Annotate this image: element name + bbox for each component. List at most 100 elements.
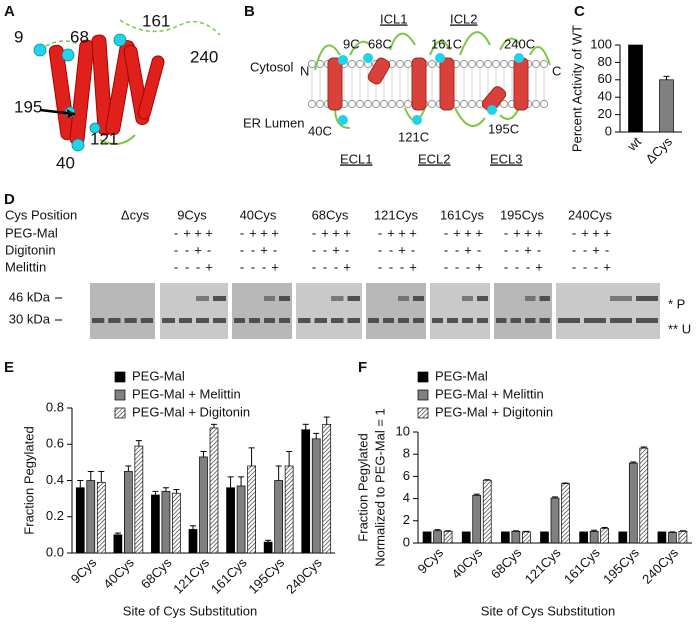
loop-label: ICL1 — [380, 11, 407, 26]
gel-band — [213, 296, 226, 301]
lipid-head — [371, 99, 381, 109]
gel-band — [196, 296, 209, 301]
gel-lane — [494, 283, 552, 339]
lipid-head — [467, 59, 477, 69]
gel-band — [234, 318, 245, 323]
lipid-head — [355, 59, 365, 69]
sign: - — [378, 242, 382, 257]
gel-lane — [430, 283, 490, 339]
lipid-head — [363, 99, 373, 109]
sign: + — [603, 259, 611, 274]
lipid-head — [459, 99, 469, 109]
sign: + — [205, 259, 213, 274]
gel-band — [636, 296, 658, 301]
bar — [263, 541, 273, 554]
sign: + — [535, 225, 543, 240]
sign: + — [321, 225, 329, 240]
x-tick-label: 9Cys — [68, 555, 100, 587]
sign: - — [262, 259, 266, 274]
bar — [472, 494, 482, 544]
bar — [443, 530, 453, 544]
bar — [284, 465, 294, 554]
legend-swatch — [114, 371, 126, 383]
x-tick-label: 161Cys — [208, 555, 250, 597]
lipid-head — [387, 99, 397, 109]
gel-band — [525, 318, 536, 323]
y-tick-label: 0.8 — [46, 399, 64, 414]
bar — [209, 427, 219, 554]
group-label: 121Cys — [374, 207, 419, 222]
gel-band — [477, 318, 488, 323]
sign: + — [592, 225, 600, 240]
sign: + — [260, 225, 268, 240]
lipid-head — [531, 99, 541, 109]
lipid-head — [531, 59, 541, 69]
y-tick-label: 0.2 — [46, 508, 64, 523]
gel-band — [124, 318, 137, 323]
residue-label: 68 — [70, 27, 89, 46]
gel-band — [525, 296, 536, 301]
bar — [678, 530, 688, 544]
sign: - — [400, 259, 404, 274]
sign: + — [343, 259, 351, 274]
y-tick-label: 10 — [396, 423, 410, 438]
bar — [75, 487, 85, 554]
residue-label: 195 — [14, 97, 42, 116]
x-axis-label: Site of Cys Substitution — [481, 603, 615, 618]
lipid-head — [395, 59, 405, 69]
sign: - — [444, 225, 448, 240]
residue-label: 9 — [14, 27, 23, 46]
legend-label: PEG-Mal — [132, 368, 185, 383]
residue-label: 240 — [190, 47, 218, 66]
bar — [247, 465, 256, 554]
cys-label: 195C — [488, 121, 519, 136]
y-tick-label: 0 — [605, 123, 612, 138]
sign: - — [334, 259, 338, 274]
sign: + — [524, 225, 532, 240]
gel-band — [610, 296, 632, 301]
bar — [561, 483, 570, 544]
panel-label: C — [574, 3, 585, 20]
gel-header: Cys Position — [5, 207, 77, 222]
gel-band — [539, 296, 550, 301]
group-label: 240Cys — [568, 207, 613, 222]
sign: - — [196, 259, 200, 274]
sign: - — [174, 225, 178, 240]
gel-band — [279, 296, 290, 301]
sign: - — [515, 242, 519, 257]
gel-band — [249, 318, 260, 323]
bar — [274, 480, 283, 554]
sign: - — [572, 225, 576, 240]
sign: + — [332, 225, 340, 240]
panel-label: D — [4, 191, 15, 208]
lipid-head — [539, 59, 549, 69]
gel-band — [331, 296, 344, 301]
loop-label: ECL3 — [490, 151, 523, 166]
sign: - — [411, 242, 415, 257]
y-axis-label: Normalized to PEG-Mal = 1 — [372, 408, 387, 567]
gel-band — [398, 318, 409, 323]
sign: + — [183, 225, 191, 240]
bar — [301, 429, 311, 554]
group-label: 68Cys — [312, 207, 349, 222]
lipid-head — [347, 59, 357, 69]
bar — [236, 485, 246, 554]
x-tick-label: 40Cys — [100, 555, 137, 592]
bar — [433, 530, 442, 544]
bar — [199, 456, 208, 554]
sign: - — [185, 242, 189, 257]
legend-label: PEG-Mal + Melittin — [132, 386, 241, 401]
legend-swatch — [114, 407, 126, 419]
row-label: Digitonin — [5, 242, 56, 257]
sign: - — [207, 242, 211, 257]
sign: + — [194, 225, 202, 240]
x-tick-label: 195Cys — [600, 545, 642, 587]
sign: - — [444, 259, 448, 274]
legend-swatch — [114, 389, 126, 401]
cys-label: 68C — [368, 36, 392, 51]
lipid-head — [403, 59, 413, 69]
sign: + — [205, 225, 213, 240]
sign: + — [271, 259, 279, 274]
band-label: ** U — [668, 321, 691, 336]
